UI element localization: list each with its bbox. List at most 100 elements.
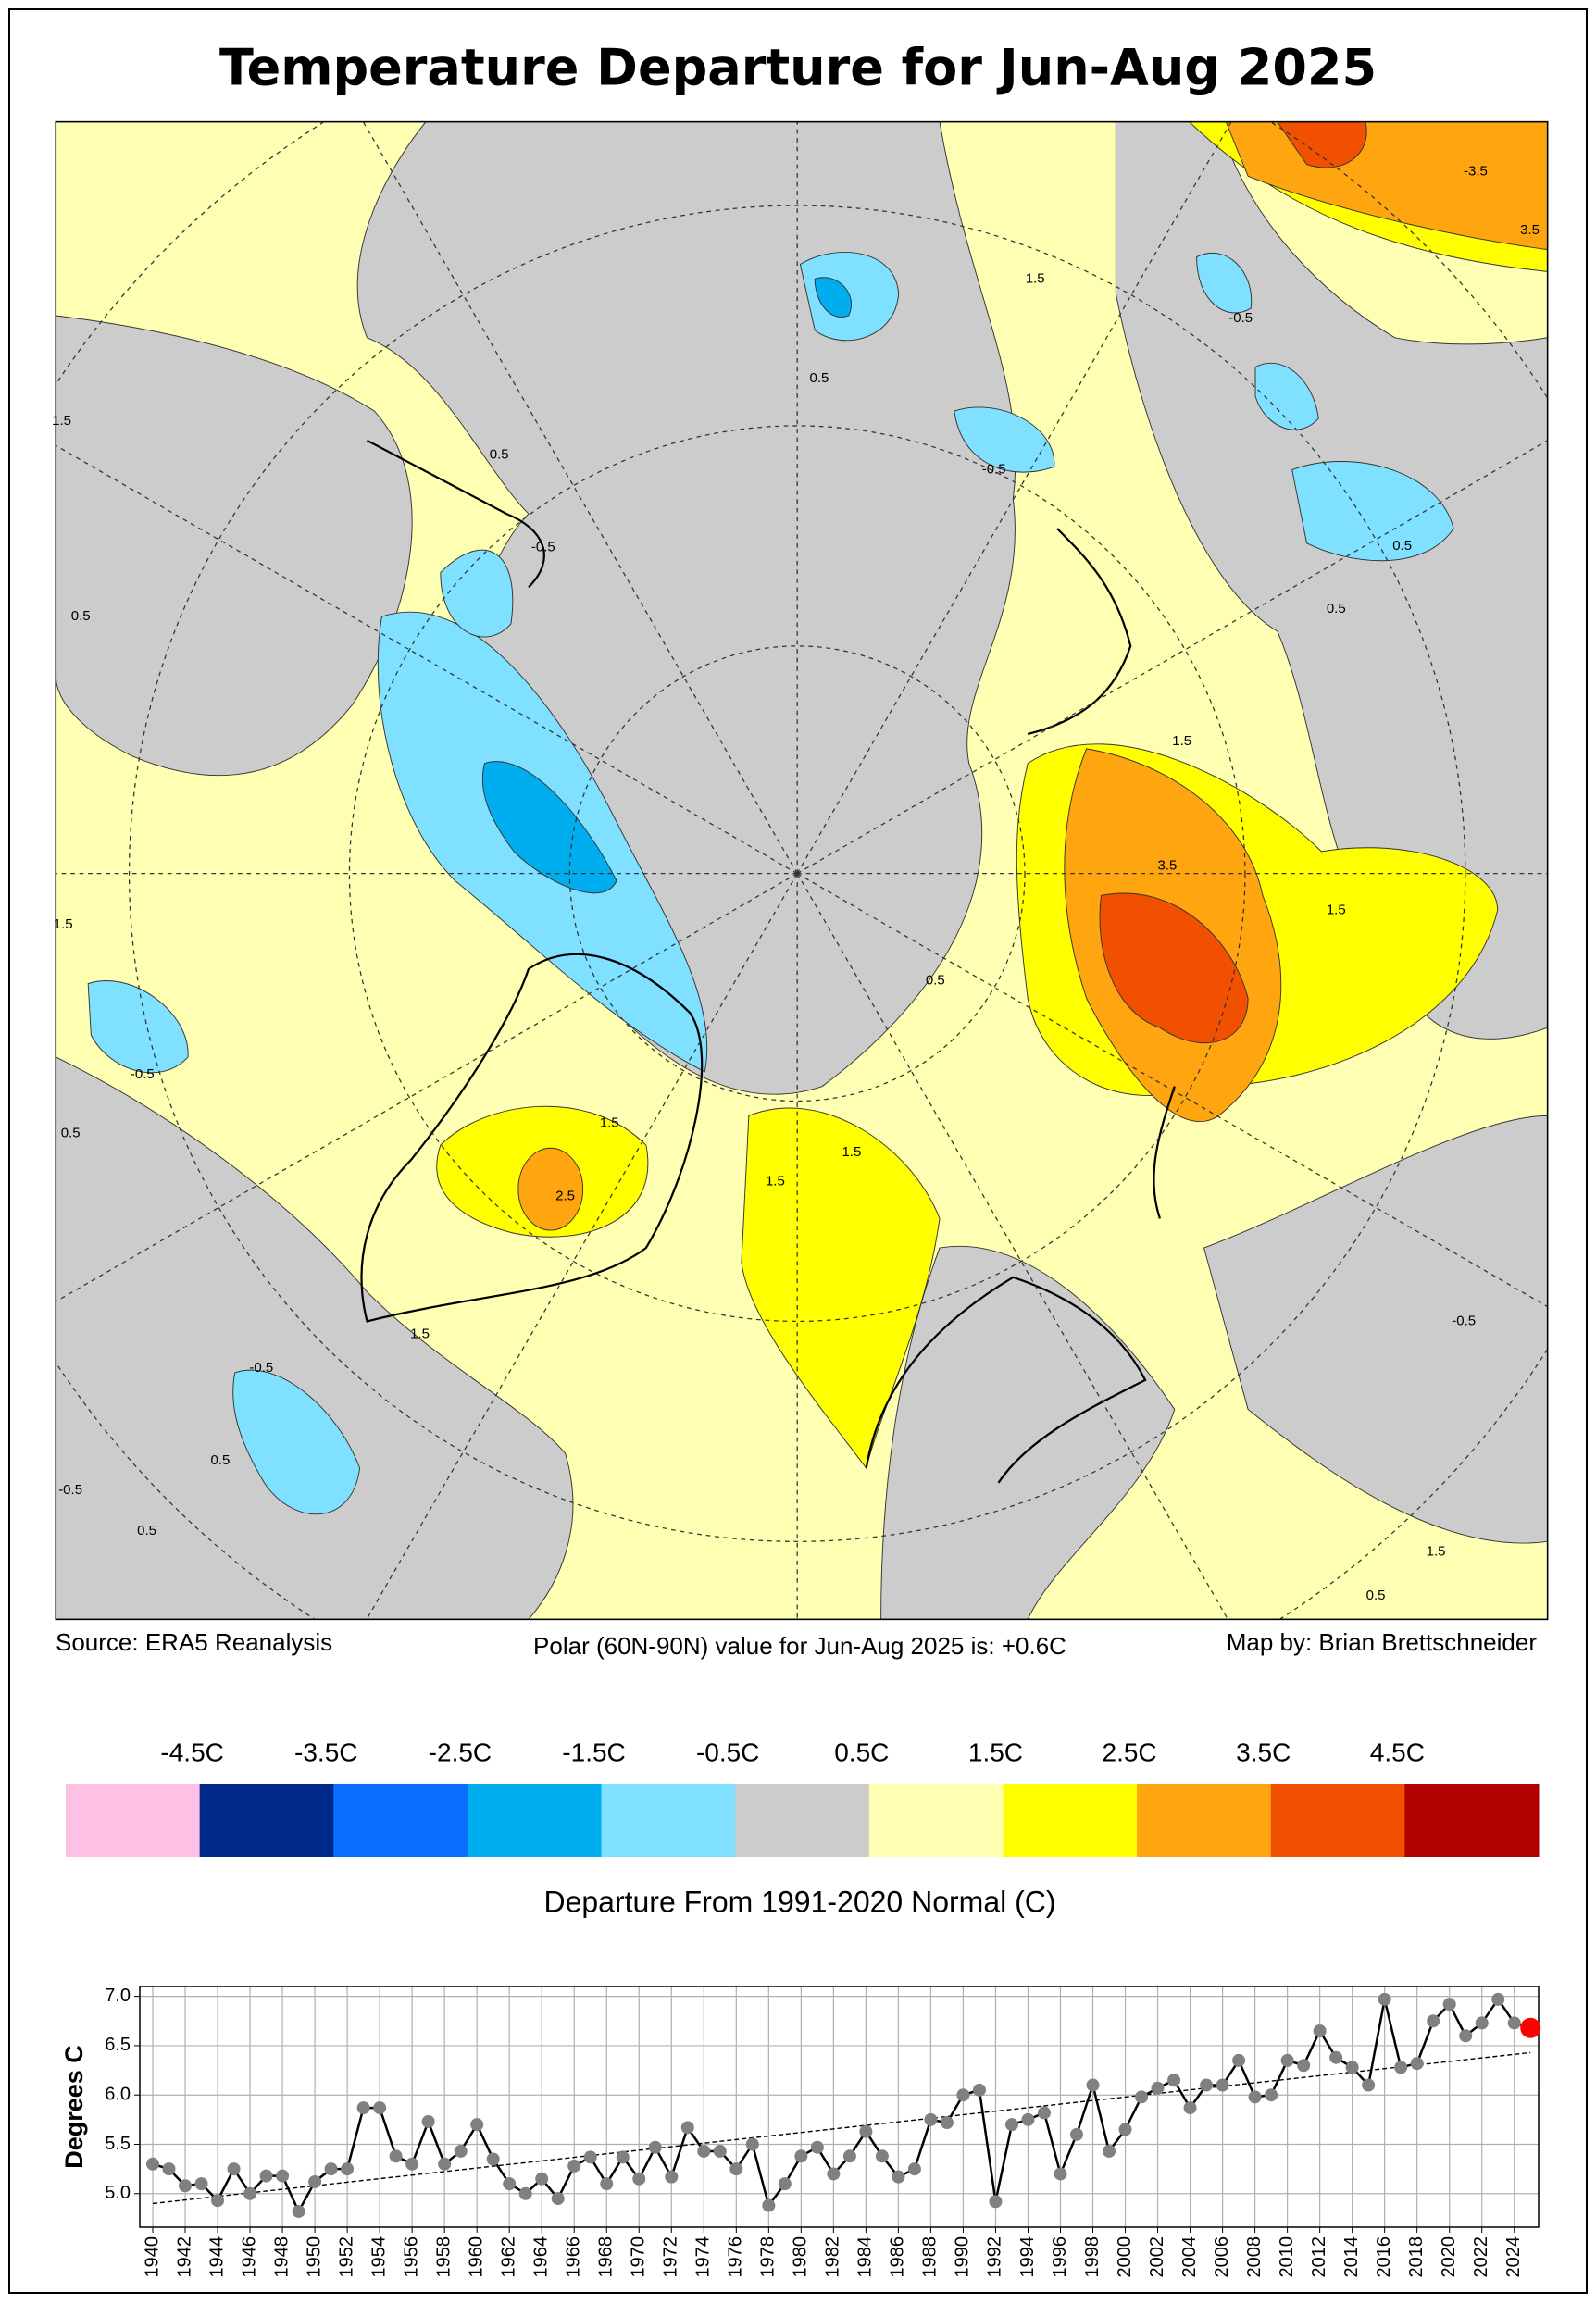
marker xyxy=(179,2179,193,2193)
marker xyxy=(146,2157,160,2171)
coastline xyxy=(366,439,545,589)
contour-label: 0.5 xyxy=(810,370,829,386)
marker xyxy=(1021,2112,1035,2126)
marker xyxy=(1507,2016,1521,2030)
marker xyxy=(1313,2024,1327,2037)
chart: 5.0 5.5 6.0 6.5 7.0 1940 1942 1944 1946 1948 1950 1… xyxy=(60,1986,1541,2278)
map-frame xyxy=(55,120,1549,1621)
marker xyxy=(227,2162,241,2176)
x-tick-label: 1954 xyxy=(368,2236,389,2278)
marker xyxy=(762,2198,776,2212)
marker xyxy=(470,2118,484,2132)
y-tick-label: 7.0 xyxy=(105,1986,131,2006)
x-tick-label: 1946 xyxy=(239,2236,259,2278)
marker xyxy=(745,2137,759,2151)
meridian xyxy=(362,121,798,874)
contour-label: 1.5 xyxy=(1026,270,1045,286)
meridian xyxy=(796,873,1548,1308)
map-region xyxy=(954,406,1055,473)
marker xyxy=(1410,2057,1424,2071)
map-region xyxy=(1277,121,1367,168)
marker xyxy=(972,2083,986,2097)
map-region xyxy=(481,761,617,894)
marker xyxy=(421,2114,435,2128)
map-region xyxy=(814,277,852,318)
contour-label: -3.5 xyxy=(1464,164,1488,180)
x-tick-label: 1990 xyxy=(953,2236,973,2278)
contour-label: -0.5 xyxy=(249,1360,273,1376)
map-region xyxy=(232,1369,361,1515)
marker xyxy=(827,2167,841,2181)
marker xyxy=(1135,2090,1149,2104)
colorbar-swatch xyxy=(199,1784,334,1857)
x-tick-label: 1950 xyxy=(304,2236,324,2278)
marker xyxy=(778,2177,792,2191)
coastline xyxy=(865,1276,1147,1484)
y-tick-label: 6.5 xyxy=(105,2035,131,2055)
map-region xyxy=(56,1056,574,1620)
colorbar-label: -2.5C xyxy=(429,1737,492,1766)
source-text: Source: ERA5 Reanalysis xyxy=(56,1628,332,1656)
x-tick-label: 1942 xyxy=(174,2236,194,2278)
x-tick-label: 2012 xyxy=(1309,2236,1329,2278)
marker xyxy=(1394,2061,1408,2074)
marker xyxy=(1216,2078,1229,2092)
marker xyxy=(1167,2074,1181,2087)
marker xyxy=(1248,2090,1262,2104)
contour-label: -0.5 xyxy=(982,461,1006,477)
x-tick-label: 2016 xyxy=(1374,2236,1394,2278)
contour-label: 1.5 xyxy=(600,1115,619,1130)
marker xyxy=(680,2121,694,2135)
marker xyxy=(1265,2088,1278,2102)
meridian xyxy=(56,873,798,1302)
marker xyxy=(1378,1992,1391,2006)
colorbar-label: -3.5C xyxy=(294,1737,357,1766)
x-tick-label: 1940 xyxy=(142,2236,162,2278)
marker xyxy=(697,2144,711,2158)
x-tick-label: 2000 xyxy=(1115,2236,1135,2278)
meridian xyxy=(56,444,798,875)
marker xyxy=(1491,1992,1505,2006)
contour-label: 1.5 xyxy=(54,916,73,932)
map-region xyxy=(1254,362,1319,430)
contour-label: 0.5 xyxy=(61,1125,81,1140)
marker xyxy=(1345,2061,1359,2074)
marker xyxy=(892,2170,905,2184)
meridian xyxy=(796,873,1229,1620)
x-tick-label: 1956 xyxy=(401,2236,421,2278)
y-axis-label: Degrees C xyxy=(60,2045,88,2169)
x-tick-label: 1996 xyxy=(1050,2236,1070,2278)
colorbar-title: Departure From 1991-2020 Normal (C) xyxy=(543,1885,1055,1918)
contour-label: 0.5 xyxy=(926,972,945,988)
marker xyxy=(875,2149,889,2163)
map-region xyxy=(87,980,189,1074)
marker xyxy=(243,2186,257,2200)
marker xyxy=(389,2149,403,2163)
colorbar-label: -1.5C xyxy=(562,1737,625,1766)
map-region xyxy=(517,1147,584,1231)
x-tick-label: 2008 xyxy=(1244,2236,1265,2278)
marker xyxy=(907,2162,921,2176)
colorbar-swatch xyxy=(467,1784,603,1857)
marker xyxy=(810,2140,824,2154)
marker xyxy=(729,2162,743,2176)
marker xyxy=(794,2149,808,2163)
contour-label: 0.5 xyxy=(137,1523,156,1538)
marker xyxy=(1086,2078,1100,2092)
marker xyxy=(308,2174,322,2188)
contour-label: -0.5 xyxy=(1452,1313,1476,1328)
contour-label: -0.5 xyxy=(1228,310,1253,326)
meridian xyxy=(796,121,1232,874)
colorbar-swatch xyxy=(1404,1784,1540,1857)
y-tick-label: 5.0 xyxy=(105,2183,131,2203)
x-tick-label: 1960 xyxy=(466,2236,486,2278)
contour-label: 1.5 xyxy=(410,1326,430,1342)
marker xyxy=(632,2172,646,2186)
colorbar-swatch xyxy=(735,1784,870,1857)
colorbar-label: 1.5C xyxy=(968,1737,1023,1766)
marker xyxy=(1200,2078,1214,2092)
marker xyxy=(454,2144,468,2158)
x-tick-label: 1976 xyxy=(726,2236,746,2278)
contour-label: 1.5 xyxy=(842,1144,861,1160)
